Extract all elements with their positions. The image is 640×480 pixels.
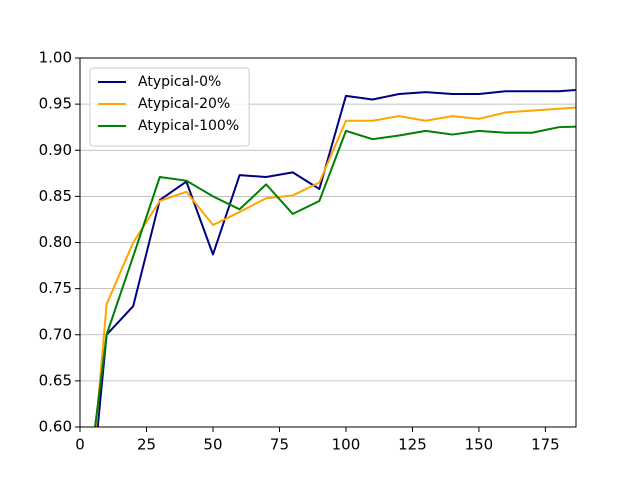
legend: Atypical-0% Atypical-20% Atypical-100% xyxy=(89,67,250,147)
y-tick-label: 0.65 xyxy=(39,371,72,389)
plot-lines xyxy=(94,89,576,427)
y-tick-label: 0.75 xyxy=(39,279,72,297)
x-tick-label: 100 xyxy=(332,436,361,454)
x-tick-label: 150 xyxy=(465,436,494,454)
legend-label: Atypical-20% xyxy=(138,96,230,112)
axes: 0.60 0.65 0.70 0.75 0.80 0.85 0.90 0.95 1.00 0 25 5… xyxy=(39,49,560,454)
y-tick-label: 0.85 xyxy=(39,187,72,205)
x-tick-label: 0 xyxy=(75,436,85,454)
legend-label: Atypical-100% xyxy=(138,118,239,134)
y-tick-label: 0.90 xyxy=(39,141,72,159)
y-tick-label: 0.80 xyxy=(39,233,72,251)
x-tick-label: 50 xyxy=(203,436,222,454)
x-tick-label: 175 xyxy=(531,436,560,454)
y-tick-label: 0.95 xyxy=(39,95,72,113)
x-tick-label: 25 xyxy=(137,436,156,454)
x-tick-label: 75 xyxy=(270,436,289,454)
y-tick-label: 1.00 xyxy=(39,49,72,67)
legend-box xyxy=(89,67,250,147)
legend-label: Atypical-0% xyxy=(138,74,221,90)
data-line xyxy=(96,89,576,427)
data-line xyxy=(94,106,576,427)
x-tick-label: 125 xyxy=(398,436,427,454)
data-line xyxy=(94,125,576,427)
y-tick-label: 0.60 xyxy=(39,418,72,436)
y-tick-label: 0.70 xyxy=(39,325,72,343)
